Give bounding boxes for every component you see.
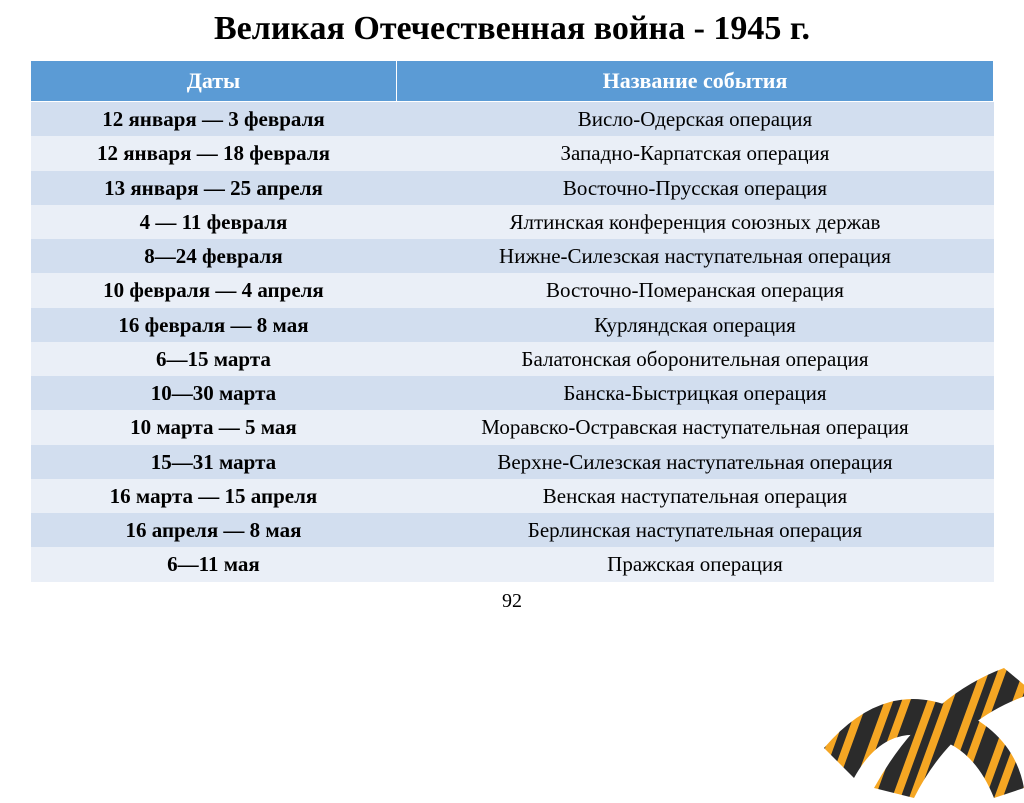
table-cell-date: 12 января — 3 февраля xyxy=(31,102,397,137)
table-cell-date: 4 — 11 февраля xyxy=(31,205,397,239)
st-george-ribbon-icon xyxy=(814,638,1024,798)
table-row: 10 февраля — 4 апреляВосточно-Померанска… xyxy=(31,273,994,307)
table-row: 6—15 мартаБалатонская оборонительная опе… xyxy=(31,342,994,376)
table-cell-event: Моравско-Остравская наступательная опера… xyxy=(396,410,993,444)
table-cell-date: 6—15 марта xyxy=(31,342,397,376)
table-cell-date: 10 марта — 5 мая xyxy=(31,410,397,444)
page-title: Великая Отечественная война - 1945 г. xyxy=(30,10,994,48)
table-cell-date: 16 февраля — 8 мая xyxy=(31,308,397,342)
table-row: 4 — 11 февраляЯлтинская конференция союз… xyxy=(31,205,994,239)
table-cell-event: Венская наступательная операция xyxy=(396,479,993,513)
table-row: 13 января — 25 апреляВосточно-Прусская о… xyxy=(31,171,994,205)
table-cell-event: Курляндская операция xyxy=(396,308,993,342)
table-row: 10 марта — 5 маяМоравско-Остравская наст… xyxy=(31,410,994,444)
table-row: 16 марта — 15 апреляВенская наступательн… xyxy=(31,479,994,513)
table-cell-date: 15—31 марта xyxy=(31,445,397,479)
table-row: 16 февраля — 8 маяКурляндская операция xyxy=(31,308,994,342)
table-cell-date: 16 апреля — 8 мая xyxy=(31,513,397,547)
page-number: 92 xyxy=(30,590,994,613)
table-row: 12 января — 3 февраляВисло-Одерская опер… xyxy=(31,102,994,137)
table-cell-event: Нижне-Силезская наступательная операция xyxy=(396,239,993,273)
table-row: 8—24 февраляНижне-Силезская наступательн… xyxy=(31,239,994,273)
table-cell-date: 6—11 мая xyxy=(31,547,397,581)
table-cell-date: 13 января — 25 апреля xyxy=(31,171,397,205)
table-cell-event: Банска-Быстрицкая операция xyxy=(396,376,993,410)
table-cell-event: Западно-Карпатская операция xyxy=(396,136,993,170)
table-row: 16 апреля — 8 маяБерлинская наступательн… xyxy=(31,513,994,547)
table-cell-event: Берлинская наступательная операция xyxy=(396,513,993,547)
events-table: Даты Название события 12 января — 3 февр… xyxy=(30,60,994,582)
table-row: 6—11 маяПражская операция xyxy=(31,547,994,581)
table-cell-date: 12 января — 18 февраля xyxy=(31,136,397,170)
table-cell-event: Восточно-Прусская операция xyxy=(396,171,993,205)
table-cell-event: Висло-Одерская операция xyxy=(396,102,993,137)
table-cell-date: 10—30 марта xyxy=(31,376,397,410)
table-cell-event: Восточно-Померанская операция xyxy=(396,273,993,307)
table-cell-event: Пражская операция xyxy=(396,547,993,581)
table-cell-event: Балатонская оборонительная операция xyxy=(396,342,993,376)
table-cell-date: 16 марта — 15 апреля xyxy=(31,479,397,513)
table-cell-date: 8—24 февраля xyxy=(31,239,397,273)
column-header-date: Даты xyxy=(31,61,397,102)
table-row: 15—31 мартаВерхне-Силезская наступательн… xyxy=(31,445,994,479)
table-cell-date: 10 февраля — 4 апреля xyxy=(31,273,397,307)
table-cell-event: Верхне-Силезская наступательная операция xyxy=(396,445,993,479)
table-row: 12 января — 18 февраляЗападно-Карпатская… xyxy=(31,136,994,170)
table-cell-event: Ялтинская конференция союзных держав xyxy=(396,205,993,239)
column-header-event: Название события xyxy=(396,61,993,102)
table-row: 10—30 мартаБанска-Быстрицкая операция xyxy=(31,376,994,410)
